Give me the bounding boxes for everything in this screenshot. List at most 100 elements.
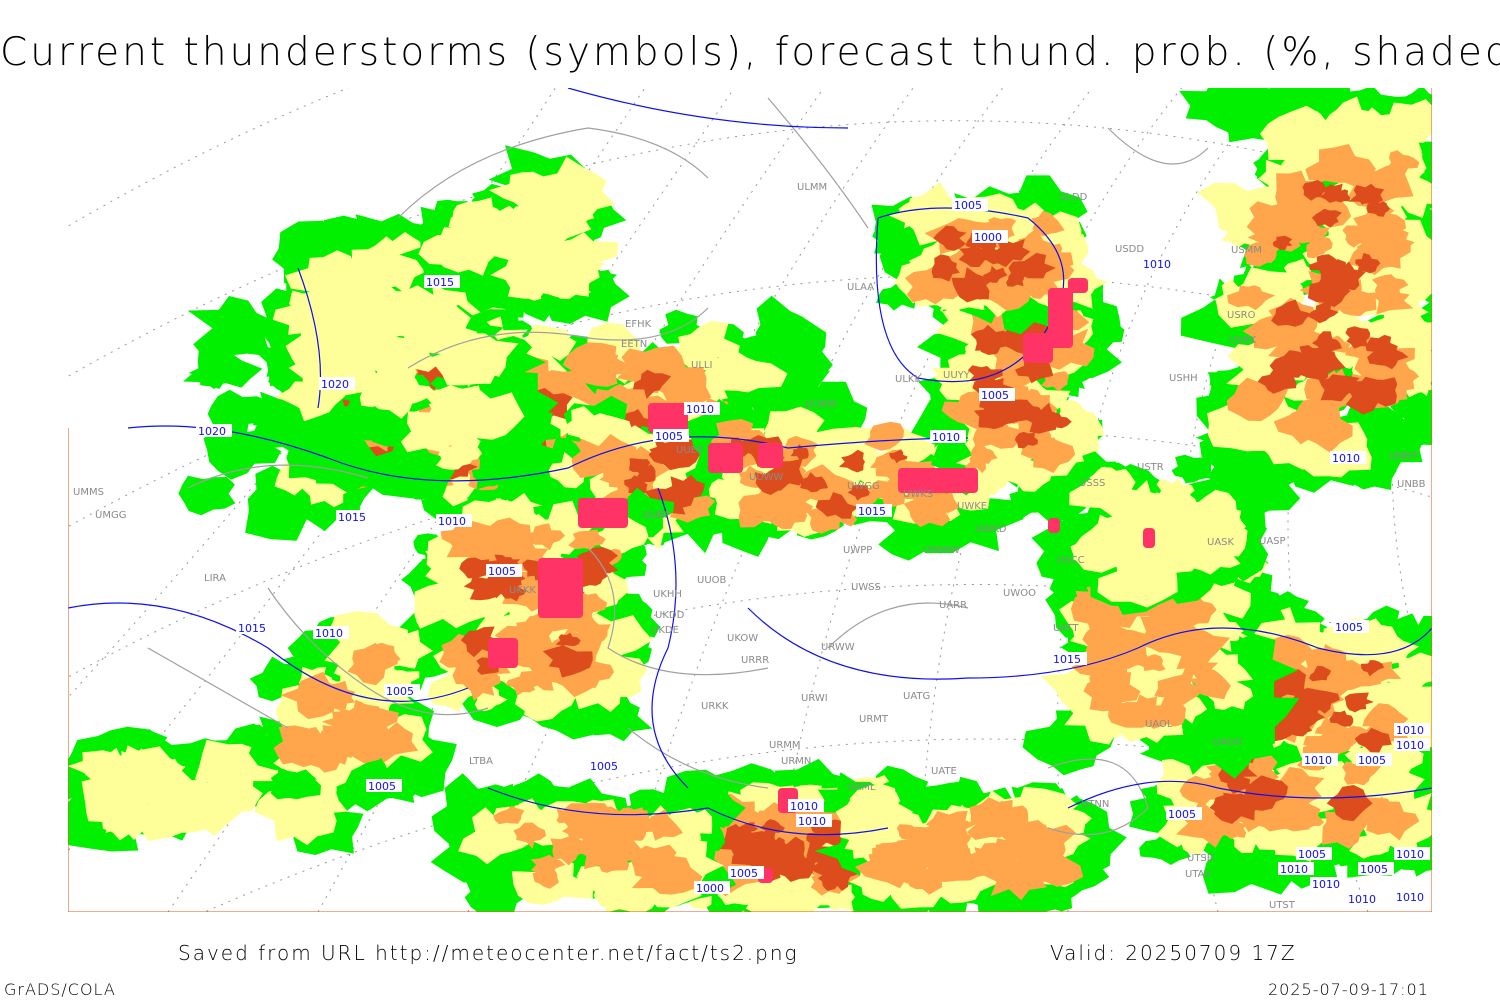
isobar-label-bg: [1310, 877, 1346, 890]
isobar-label-bg: [319, 377, 355, 390]
isobar-label: 1010: [315, 627, 343, 640]
shaded-area: [1322, 811, 1372, 849]
station-label: UKDE: [651, 625, 679, 636]
shaded-area: [446, 231, 502, 261]
shaded-area: [273, 725, 331, 770]
shaded-area: [1312, 331, 1342, 353]
station-label: URML: [847, 782, 876, 793]
software-credit: GrADS/COLA: [4, 980, 116, 999]
isobar-label-bg: [384, 684, 420, 697]
shaded-area: [931, 254, 960, 282]
coastline: [147, 647, 289, 729]
isobar-label: 1015: [426, 276, 454, 289]
coastline: [767, 97, 869, 229]
shaded-area: [519, 277, 547, 301]
shaded-area: [1003, 327, 1039, 355]
shaded-area: [1344, 692, 1374, 713]
shaded-area: [835, 782, 913, 843]
isobar-label: 1005: [590, 760, 618, 773]
isobar-label-bg: [653, 429, 689, 442]
shaded-area: [954, 341, 1000, 376]
isobar-label-bg: [196, 424, 232, 437]
isobar-label: 1015: [338, 511, 366, 524]
station-label: USSS: [1079, 478, 1105, 489]
station-label: UASK: [1207, 537, 1235, 548]
shaded-area: [369, 642, 401, 664]
shaded-area: [1108, 702, 1154, 728]
station-label: UTST: [1269, 900, 1296, 911]
shaded-area: [908, 822, 952, 860]
shaded-area: [1093, 618, 1126, 642]
thunderstorm-symbol: [1068, 278, 1088, 293]
shaded-area: [969, 797, 1013, 835]
shaded-area: [117, 746, 184, 804]
isobar-label: 1015: [858, 505, 886, 518]
shaded-area: [649, 440, 675, 459]
shaded-area: [871, 844, 900, 866]
shaded-area: [97, 795, 151, 840]
coastline: [1107, 127, 1209, 165]
thunderstorm-symbol: [578, 498, 628, 528]
isobar-label-bg: [486, 564, 522, 577]
shaded-area: [1342, 760, 1382, 786]
shaded-area: [628, 844, 677, 881]
valid-time: Valid: 20250709 17Z: [1050, 941, 1297, 965]
shaded-area: [970, 329, 1005, 351]
isobar-label: 1020: [321, 378, 349, 391]
isobar-label: 1005: [1358, 754, 1386, 767]
shaded-area: [1365, 334, 1398, 358]
station-label: UMMS: [73, 487, 104, 498]
isobar-label-bg: [1394, 890, 1430, 903]
coastline: [827, 602, 969, 649]
isobar-label: 1010: [686, 403, 714, 416]
isobar-label-bg: [1330, 451, 1366, 464]
isobar-label-bg: [236, 621, 272, 634]
isobar-label-bg: [1278, 862, 1314, 875]
shaded-area: [1366, 201, 1390, 217]
shaded-area: [970, 443, 998, 465]
shaded-area: [1294, 345, 1332, 370]
shaded-area: [489, 171, 552, 212]
shaded-area: [665, 320, 740, 373]
shaded-area: [1308, 665, 1332, 682]
shaded-area: [1170, 705, 1256, 779]
isobar-label-bg: [424, 275, 460, 288]
station-label: URMN: [781, 756, 811, 767]
shaded-area: [525, 324, 577, 361]
station-label: LTBA: [469, 756, 493, 767]
isobar-label: 1005: [368, 780, 396, 793]
shaded-area: [617, 345, 686, 394]
station-label: ULAA: [847, 282, 874, 293]
isobar-label: 1005: [655, 430, 683, 443]
shaded-area: [968, 250, 987, 264]
shaded-area: [588, 516, 649, 557]
map-title: Current thunderstorms (symbols), forecas…: [0, 30, 1500, 75]
shaded-area: [815, 492, 859, 519]
shaded-area: [838, 449, 865, 473]
station-label: ULDD: [1059, 192, 1088, 203]
thunderstorm-symbol: [758, 443, 783, 468]
shaded-area: [933, 225, 967, 251]
shaded-area: [513, 822, 546, 849]
shaded-area: [1293, 398, 1353, 453]
shaded-area: [1163, 680, 1193, 697]
shaded-area: [1272, 235, 1293, 250]
shaded-area: [382, 285, 471, 344]
isobar-line: [747, 607, 1432, 680]
shaded-area: [313, 287, 397, 347]
shaded-area: [458, 807, 538, 865]
shaded-area: [1023, 402, 1063, 434]
shaded-area: [525, 523, 566, 551]
coastline: [397, 127, 709, 219]
thunderstorm-symbol: [708, 443, 743, 473]
shaded-area: [800, 472, 829, 493]
isobar-label: 1005: [730, 867, 758, 880]
isobar-label: 1000: [974, 231, 1002, 244]
shaded-area: [1318, 374, 1360, 402]
shaded-area: [562, 406, 622, 447]
shaded-area: [1308, 300, 1339, 324]
shaded-area: [270, 765, 321, 800]
shaded-area: [855, 840, 928, 889]
shaded-area: [359, 371, 400, 408]
isobar-label: 1010: [798, 815, 826, 828]
